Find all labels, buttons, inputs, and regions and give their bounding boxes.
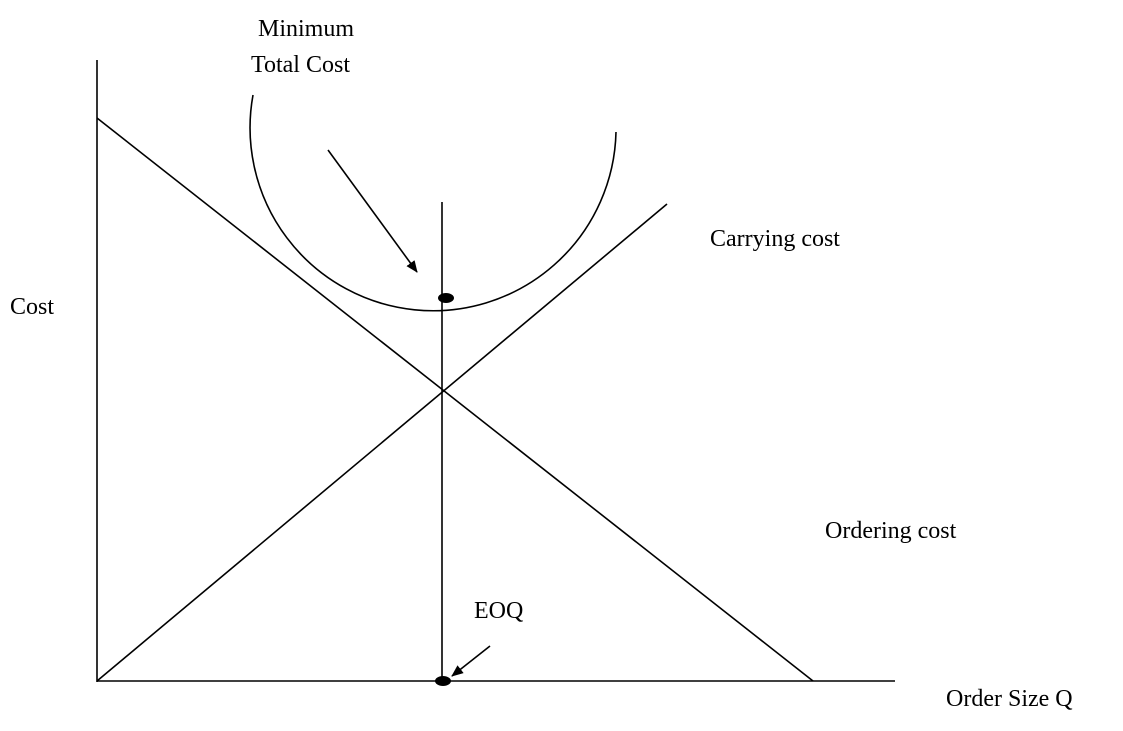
title-line: Total Cost	[251, 52, 350, 78]
carrying-label: Carrying cost	[710, 226, 840, 252]
ordering-cost-line	[96, 117, 814, 682]
y-axis-label: Cost	[10, 294, 54, 320]
min-cost-point	[438, 293, 454, 303]
eoq-arrow	[451, 645, 491, 677]
ordering-label: Ordering cost	[825, 518, 957, 544]
title-line: Minimum	[258, 16, 354, 42]
total-cost-curve	[249, 94, 617, 312]
min-cost-arrow	[327, 149, 418, 273]
eoq-label: EOQ	[474, 598, 523, 624]
carrying-cost-line	[96, 203, 668, 682]
x-axis-label: Order Size Q	[946, 686, 1073, 712]
eoq-point	[435, 676, 451, 686]
